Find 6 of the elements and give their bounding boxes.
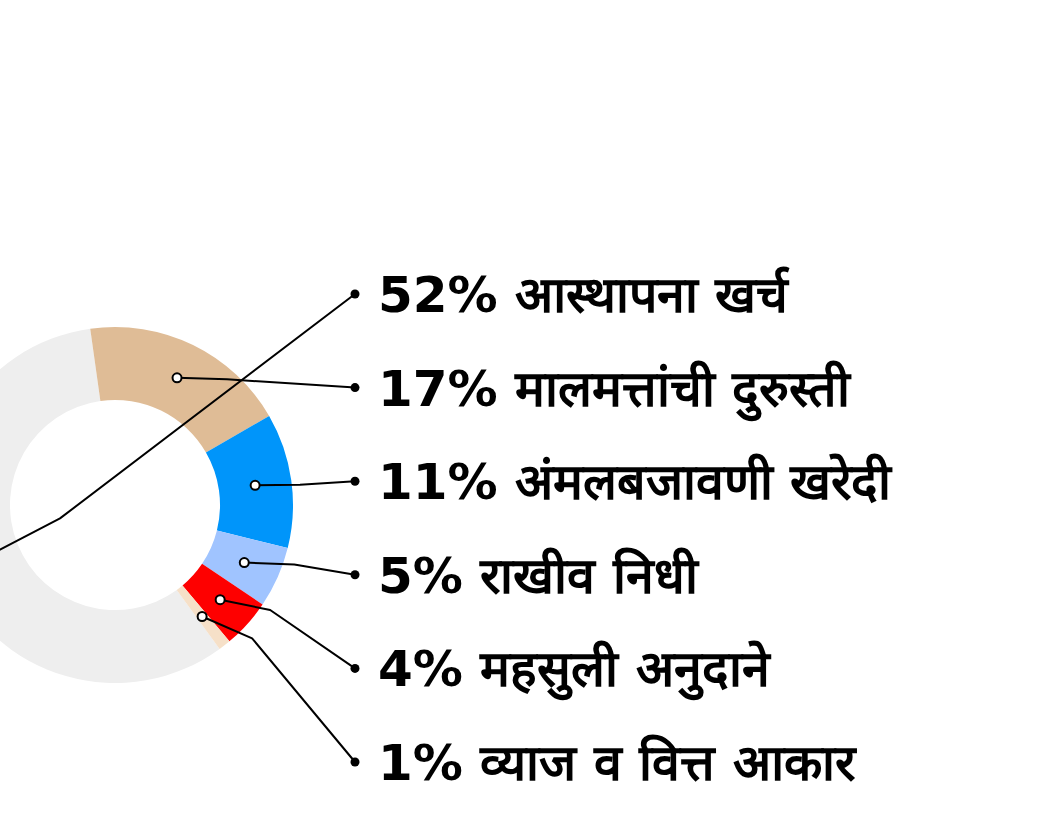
slice-label: 5% राखीव निधी bbox=[378, 546, 700, 605]
slice-label: 17% मालमत्तांची दुरुस्ती bbox=[378, 359, 853, 422]
slice-label: 4% महसुली अनुदाने bbox=[378, 640, 772, 702]
slice-label: 52% आस्थापना खर्च bbox=[378, 266, 791, 324]
slice-label: 1% व्याज व वित्त आकार bbox=[378, 734, 857, 792]
slice-label: 11% अंमलबजावणी खरेदी bbox=[378, 453, 894, 512]
